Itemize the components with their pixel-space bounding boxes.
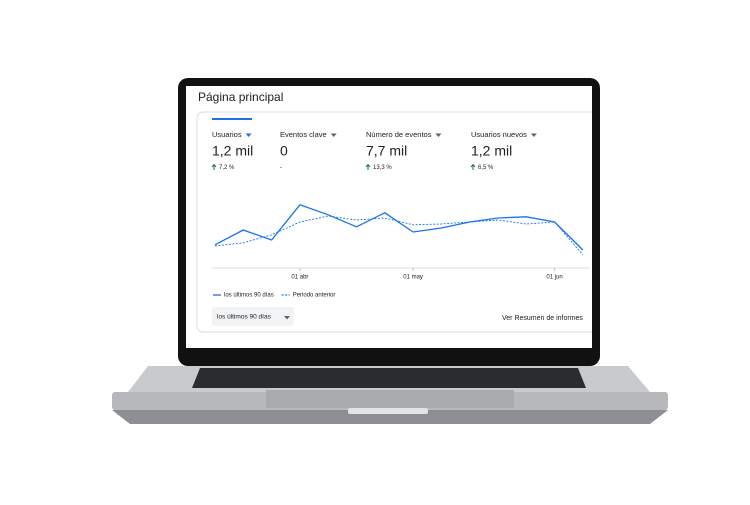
active-tab-indicator xyxy=(212,118,252,120)
metric-change: 6,5 % xyxy=(478,165,494,171)
report-link[interactable]: Ver Resumen de informes xyxy=(502,315,583,322)
keyboard xyxy=(192,368,586,388)
card xyxy=(196,111,592,333)
laptop-bottom xyxy=(112,410,668,424)
range-selector[interactable] xyxy=(212,307,294,326)
up-arrow xyxy=(470,163,476,170)
metric-label[interactable]: Número de eventos xyxy=(366,130,432,139)
metric-value: 1,2 mil xyxy=(471,143,512,159)
up-arrow xyxy=(365,163,371,170)
metric-value: 7,7 mil xyxy=(366,143,407,159)
line-series xyxy=(214,215,584,256)
dropdown-caret xyxy=(435,133,442,137)
legend-label: Periodo anterior xyxy=(293,293,336,299)
dropdown-caret xyxy=(284,316,290,320)
metric-label[interactable]: Eventos clave xyxy=(280,130,327,139)
dropdown-caret xyxy=(330,133,337,137)
up-arrow xyxy=(211,163,217,170)
screen-content: Página principal Usuarios 1,2 mil 7,2 % Eve… xyxy=(196,90,592,333)
legend-label: los últimos 90 días xyxy=(224,293,274,299)
metric-value: 0 xyxy=(280,143,288,159)
dropdown-caret xyxy=(245,133,252,137)
metric-label[interactable]: Usuarios nuevos xyxy=(471,130,527,139)
metric-label[interactable]: Usuarios xyxy=(212,130,242,139)
trackpad xyxy=(266,390,514,408)
dropdown-caret xyxy=(530,133,537,137)
x-tick-label: 01 jun xyxy=(546,275,562,281)
x-tick-label: 01 may xyxy=(403,275,423,281)
x-tick-label: 01 abr xyxy=(291,275,308,281)
metric-change: 7,2 % xyxy=(219,165,235,171)
range-selector-label: los últimos 90 días xyxy=(217,314,272,321)
page-title: Página principal xyxy=(198,90,283,104)
metric-change: - xyxy=(280,165,282,171)
metric-change: 13,3 % xyxy=(373,165,392,171)
metric-value: 1,2 mil xyxy=(212,143,253,159)
laptop-notch xyxy=(348,408,428,414)
line-series xyxy=(214,204,584,251)
